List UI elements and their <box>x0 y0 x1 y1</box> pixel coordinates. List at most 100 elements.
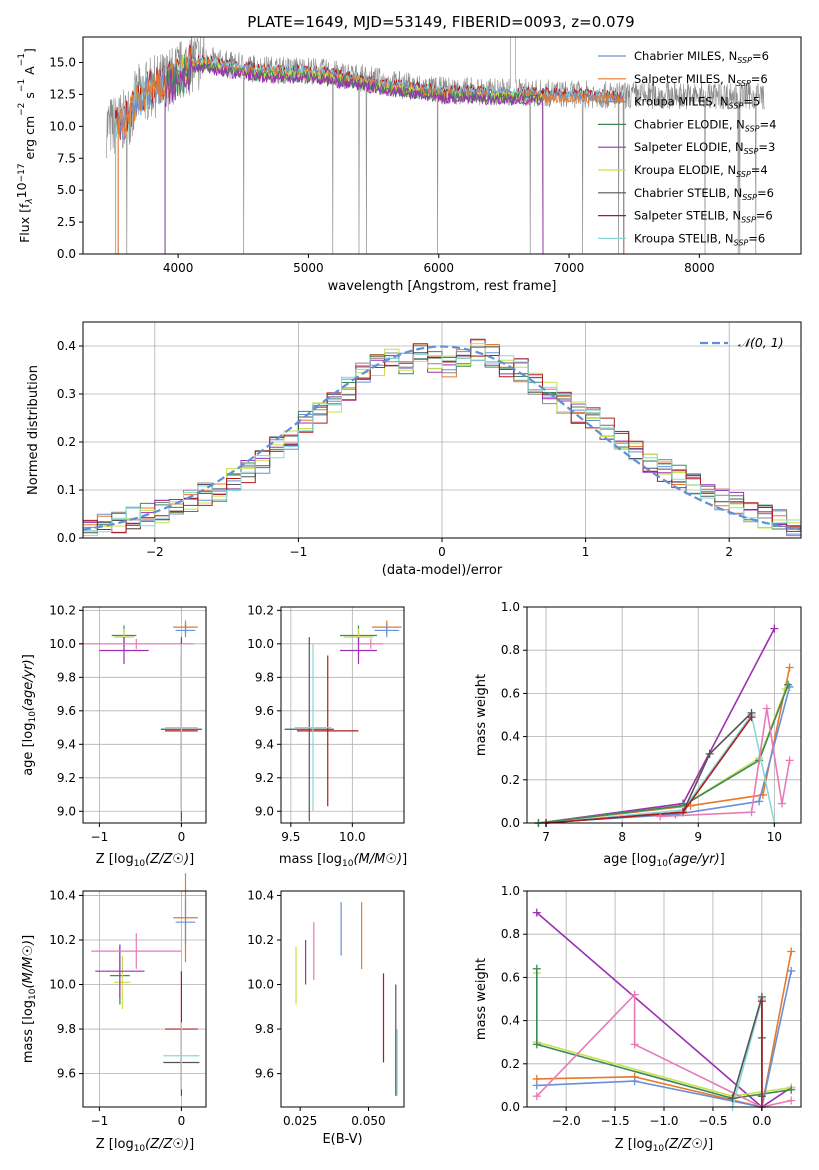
legend-suffix: =3 <box>758 140 775 154</box>
x-tick-label: 0 <box>178 1114 186 1128</box>
errorbar-point <box>78 638 194 649</box>
errorbar-point <box>175 623 196 638</box>
weight-marker <box>705 749 714 758</box>
legend-entry: Kroupa ELODIE, NSSP=4 <box>634 163 768 179</box>
label-part: ] <box>402 852 407 867</box>
x-tick-label: −1 <box>91 830 109 844</box>
weight-marker <box>784 680 793 689</box>
y-label-part: λ <box>25 198 35 204</box>
weight-marker <box>777 799 786 808</box>
y-tick-label: 2.5 <box>57 215 76 229</box>
y-tick-label: 1.0 <box>501 884 520 898</box>
weight-line-chabrier-stelib <box>545 712 753 824</box>
label-part: mass [log <box>279 852 342 867</box>
legend-suffix: =4 <box>760 117 777 131</box>
y-tick-label: 0.1 <box>57 483 76 497</box>
y-tick-label: 10.0 <box>247 978 274 992</box>
y-tick-label: 0.0 <box>57 531 76 545</box>
label-part: (M/M☉) <box>21 940 36 989</box>
legend-text: Salpeter ELODIE, N <box>634 140 744 154</box>
x-tick-label: −2.0 <box>552 1114 581 1128</box>
weight-marker <box>787 1096 796 1105</box>
x-axis-label: wavelength [Angstrom, rest frame] <box>328 279 557 294</box>
legend-entry: Chabrier MILES, NSSP=6 <box>634 49 769 65</box>
weight-marker <box>671 810 680 819</box>
y-tick-label: 0.8 <box>501 927 520 941</box>
weight-marker <box>532 1081 541 1090</box>
legend-text: Kroupa ELODIE, N <box>634 163 736 177</box>
legend-entry: Kroupa MILES, NSSP=5 <box>634 95 760 111</box>
y-tick-label: 10.0 <box>49 637 76 651</box>
errorbar-point <box>374 623 400 638</box>
y-tick-label: 0.0 <box>501 1100 520 1114</box>
y-tick-label: 5.0 <box>57 183 76 197</box>
errorbar-point <box>358 638 384 649</box>
label-part: 10 <box>134 859 146 869</box>
model-spectrum-salpeter-stelib <box>115 44 625 254</box>
weight-marker <box>747 808 756 817</box>
errorbar-point <box>114 955 131 1010</box>
y-tick-label: 0.3 <box>57 387 76 401</box>
weight-marker <box>630 1077 639 1086</box>
legend-suffix: =4 <box>751 163 768 177</box>
x-tick-label: 9.5 <box>281 830 300 844</box>
weight-marker <box>532 1092 541 1101</box>
y-tick-label: 0.2 <box>501 773 520 787</box>
legend-entry: Salpeter ELODIE, NSSP=3 <box>634 140 775 156</box>
weight-vs-age-panel: 7 8 9 10 0.0 0.2 0.4 0.6 0.8 1.0 mass weight age [l… <box>474 600 802 869</box>
x-tick-label: −1.0 <box>649 1114 678 1128</box>
axes-frame <box>280 606 405 824</box>
errorbar-point <box>99 637 149 664</box>
label-part: (Z/Z☉) <box>664 1137 708 1152</box>
y-tick-label: 1.0 <box>501 600 520 614</box>
y-tick-label: 9.6 <box>57 1067 76 1081</box>
model-spectrum-salpeter-miles <box>117 48 625 254</box>
x-tick-label: 5000 <box>293 261 324 275</box>
legend-entry: Kroupa STELIB, NSSP=6 <box>634 231 765 247</box>
spectrum-panel: 4000 5000 6000 7000 8000 0.0 2.5 5.0 7.5 10.0 12.5… <box>14 36 802 294</box>
y-label-part: −17 <box>17 163 27 182</box>
y-axis-label: mass weight <box>474 674 489 756</box>
y-tick-label: 10.0 <box>49 119 76 133</box>
x-axis-label: (data-model)/error <box>382 563 503 578</box>
x-tick-label: −1.5 <box>601 1114 630 1128</box>
y-tick-label: 15.0 <box>49 56 76 70</box>
y-tick-label: 0.2 <box>501 1057 520 1071</box>
legend-entry: 𝒩(0, 1) <box>738 335 784 350</box>
y-tick-label: 9.2 <box>255 771 274 785</box>
weight-marker <box>755 797 764 806</box>
label-part: ] <box>189 1137 194 1152</box>
y-tick-label: 0.0 <box>501 816 520 830</box>
y-axis-label: mass [log10(M/M☉)] <box>21 935 38 1063</box>
x-tick-label: 8 <box>618 830 626 844</box>
weight-line-chabrier-miles <box>538 686 791 824</box>
y-label-part: erg cm <box>22 116 37 164</box>
label-part: (age/yr) <box>668 852 720 867</box>
legend-suffix: =6 <box>751 72 768 86</box>
age-vs-metallicity-panel: −1 09.09.29.49.69.810.010.2Z [log10(Z/Z☉)… <box>21 603 207 869</box>
legend-suffix: =5 <box>743 95 760 109</box>
mass-vs-metallicity-panel: −1 09.69.810.010.210.4Z [log10(Z/Z☉)]mass… <box>21 873 207 1154</box>
y-tick-label: 0.0 <box>57 247 76 261</box>
label-part: 10 <box>342 859 354 869</box>
y-tick-label: 9.0 <box>255 804 274 818</box>
legend-sub: SSP <box>745 124 760 133</box>
y-tick-label: 9.4 <box>255 737 274 751</box>
legend-text: Chabrier MILES, N <box>634 49 737 63</box>
y-tick-label: 9.8 <box>255 1022 274 1036</box>
weight-marker <box>757 997 766 1006</box>
weight-marker <box>747 713 756 722</box>
y-tick-label: 9.6 <box>255 1067 274 1081</box>
y-tick-label: 10.2 <box>247 933 274 947</box>
legend-sub: SSP <box>729 102 744 111</box>
legend-sub: SSP <box>736 170 751 179</box>
legend-suffix: =6 <box>756 209 773 223</box>
weight-marker <box>787 947 796 956</box>
y-tick-label: 9.6 <box>57 704 76 718</box>
y-axis-label: Normed distribution <box>26 365 41 495</box>
axes-frame <box>82 36 802 255</box>
x-tick-label: 7000 <box>554 261 585 275</box>
label-part: 10 <box>28 711 38 723</box>
weight-line-chabrier-stelib <box>731 996 763 1099</box>
x-tick-label: 10 <box>767 830 782 844</box>
